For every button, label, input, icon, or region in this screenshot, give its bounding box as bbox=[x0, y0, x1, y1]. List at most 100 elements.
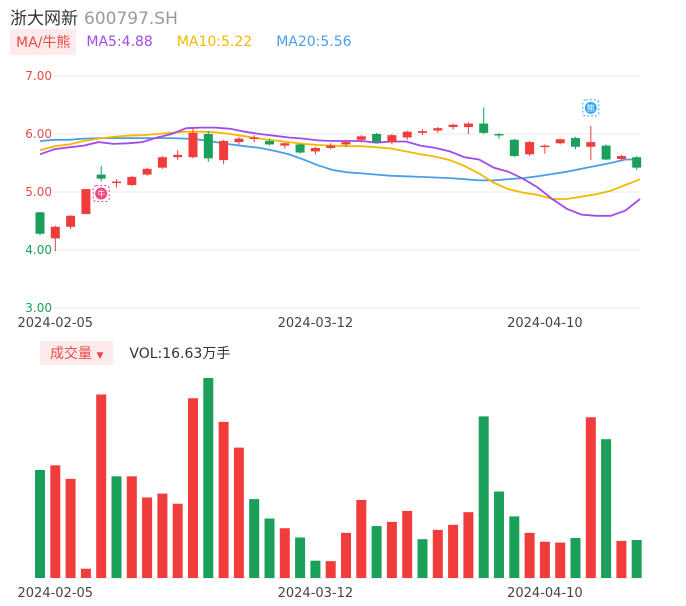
candle-body bbox=[448, 124, 458, 128]
y-tick-label: 6.00 bbox=[25, 127, 52, 141]
y-tick-label: 5.00 bbox=[25, 185, 52, 199]
candle-body bbox=[586, 142, 596, 147]
candle-body bbox=[555, 139, 565, 144]
volume-bar bbox=[35, 469, 45, 578]
volume-bar bbox=[172, 503, 183, 578]
volume-tag-label: 成交量 bbox=[50, 346, 92, 362]
ma20-line bbox=[39, 137, 640, 182]
candle-body bbox=[203, 134, 213, 159]
volume-bar bbox=[448, 524, 459, 578]
volume-x-tick-label: 2024-03-12 bbox=[278, 586, 354, 601]
candle-body bbox=[372, 134, 382, 143]
y-tick-label: 4.00 bbox=[25, 243, 52, 257]
volume-bar bbox=[203, 378, 214, 578]
volume-bar bbox=[356, 499, 367, 578]
volume-bar bbox=[157, 493, 168, 578]
ma-indicator-tag[interactable]: MA/牛熊 bbox=[10, 29, 77, 55]
candle-body bbox=[463, 123, 473, 128]
volume-x-tick-label: 2024-02-05 bbox=[18, 586, 94, 601]
signal-marker-dot bbox=[584, 101, 597, 114]
volume-bar bbox=[50, 465, 61, 578]
signal-marker-frame bbox=[582, 99, 600, 117]
candle-body bbox=[280, 143, 290, 146]
candle-body bbox=[540, 145, 550, 148]
volume-bar bbox=[601, 439, 612, 578]
volume-bar bbox=[570, 537, 581, 578]
volume-bar bbox=[96, 394, 107, 578]
volume-bar bbox=[402, 510, 413, 578]
volume-bar bbox=[142, 497, 153, 578]
candle-body bbox=[81, 189, 91, 215]
y-tick-label: 3.00 bbox=[25, 301, 52, 315]
candle-body bbox=[571, 138, 580, 147]
candle-body bbox=[509, 139, 519, 157]
volume-bar bbox=[463, 512, 474, 578]
volume-bar bbox=[188, 398, 198, 578]
volume-bar bbox=[631, 540, 642, 578]
candle-body bbox=[188, 132, 198, 158]
volume-bar bbox=[65, 478, 76, 578]
volume-x-tick-label: 2024-04-10 bbox=[507, 586, 583, 601]
volume-bar bbox=[494, 491, 504, 578]
candle-body bbox=[494, 134, 504, 136]
volume-bar bbox=[478, 416, 489, 578]
stock-title: 浙大网新 600797.SH bbox=[10, 4, 178, 29]
volume-bar bbox=[264, 518, 275, 578]
volume-bar bbox=[249, 499, 260, 578]
ma10-legend: MA10:5.22 bbox=[176, 34, 253, 50]
candle-body bbox=[525, 142, 535, 155]
candle-body bbox=[66, 215, 76, 227]
candle-body bbox=[433, 128, 443, 131]
volume-value: VOL:16.63万手 bbox=[129, 346, 231, 362]
candle-body bbox=[601, 145, 611, 160]
volume-bar bbox=[539, 541, 550, 578]
candle-body bbox=[479, 123, 489, 133]
candle-body bbox=[310, 147, 320, 152]
candle-body bbox=[326, 145, 336, 148]
candle-body bbox=[402, 131, 412, 138]
candle-body bbox=[387, 135, 397, 143]
candle-body bbox=[356, 136, 366, 140]
dropdown-arrow-icon: ▼ bbox=[96, 351, 104, 361]
stock-code: 600797.SH bbox=[84, 9, 178, 29]
signal-marker-label: 熊 bbox=[587, 103, 595, 113]
signal-marker-label: 牛 bbox=[97, 189, 105, 199]
volume-bar bbox=[555, 542, 566, 578]
volume-bar bbox=[524, 532, 535, 578]
candle-body bbox=[142, 168, 152, 175]
candle-body bbox=[234, 138, 244, 143]
volume-bar bbox=[325, 561, 336, 578]
volume-bar bbox=[509, 516, 520, 578]
ma10-line bbox=[39, 130, 641, 200]
candle-body bbox=[341, 142, 351, 145]
volume-bar bbox=[386, 521, 397, 578]
candle-body bbox=[112, 181, 121, 184]
volume-bar bbox=[279, 528, 290, 578]
candle-body bbox=[219, 140, 229, 161]
candle-body bbox=[157, 157, 167, 168]
candle-body bbox=[418, 131, 427, 133]
x-tick-label: 2024-02-05 bbox=[18, 316, 94, 331]
candle-body bbox=[35, 212, 45, 234]
volume-bar bbox=[432, 529, 443, 578]
ma5-line bbox=[39, 126, 641, 217]
candle-body bbox=[249, 137, 259, 139]
volume-legend: 成交量 ▼ VOL:16.63万手 bbox=[40, 341, 230, 365]
candle-body bbox=[173, 154, 183, 158]
ma20-legend: MA20:5.56 bbox=[276, 34, 352, 50]
candle-body bbox=[265, 140, 274, 145]
volume-bar bbox=[616, 540, 627, 578]
candle-body bbox=[127, 176, 137, 186]
volume-bar bbox=[310, 560, 321, 578]
volume-bar bbox=[126, 476, 137, 578]
volume-bar bbox=[341, 532, 351, 578]
candle-body bbox=[632, 157, 642, 168]
volume-bar bbox=[218, 421, 229, 578]
x-tick-label: 2024-04-10 bbox=[507, 316, 583, 331]
y-tick-label: 7.00 bbox=[25, 69, 52, 83]
volume-indicator-tag[interactable]: 成交量 ▼ bbox=[40, 341, 114, 365]
signal-marker-dot bbox=[95, 187, 108, 200]
volume-bar bbox=[585, 417, 596, 578]
volume-bar bbox=[295, 537, 306, 578]
